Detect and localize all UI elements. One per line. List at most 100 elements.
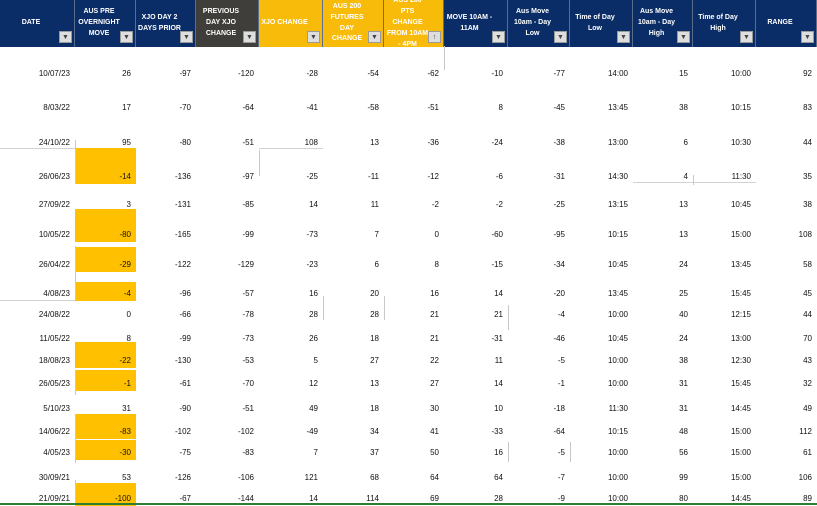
cell-range[interactable]: 106 [798,473,812,482]
cell-aus_move_high[interactable]: 6 [683,138,688,147]
cell-aus_pre[interactable]: -80 [119,230,131,239]
cell-tod_high[interactable]: 15:00 [730,473,751,482]
cell-tod_high[interactable]: 10:45 [730,200,751,209]
cell-xjo_change[interactable]: 108 [304,138,318,147]
cell-prev_day[interactable]: -70 [242,379,254,388]
cell-xjo_2d[interactable]: -80 [179,138,191,147]
cell-aus_move_high[interactable]: 25 [679,289,688,298]
cell-prev_day[interactable]: -53 [242,356,254,365]
cell-move_10_11[interactable]: -2 [495,200,503,209]
cell-move_10_11[interactable]: -31 [491,334,503,343]
cell-range[interactable]: 61 [803,448,812,457]
cell-aus200_pts[interactable]: 21 [430,310,439,319]
cell-xjo_change[interactable]: 12 [309,379,318,388]
cell-date[interactable]: 10/07/23 [38,69,70,78]
cell-xjo_2d[interactable]: -75 [179,448,191,457]
cell-tod_high[interactable]: 14:45 [730,404,751,413]
chevron-down-icon[interactable]: ▼ [617,31,630,43]
cell-aus_move_high[interactable]: 40 [679,310,688,319]
chevron-down-icon[interactable]: ▼ [307,31,320,43]
cell-tod_high[interactable]: 10:00 [730,69,751,78]
cell-aus_move_high[interactable]: 38 [679,356,688,365]
cell-date[interactable]: 18/08/23 [38,356,70,365]
cell-range[interactable]: 35 [803,172,812,181]
cell-tod_high[interactable]: 11:30 [731,172,751,181]
cell-xjo_change[interactable]: -23 [306,260,318,269]
cell-aus200_pts[interactable]: 41 [430,427,439,436]
chevron-down-icon[interactable]: ▼ [120,31,133,43]
cell-date[interactable]: 4/08/23 [43,289,70,298]
cell-xjo_2d[interactable]: -61 [179,379,191,388]
cell-move_10_11[interactable]: -15 [491,260,503,269]
cell-tod_high[interactable]: 15:45 [730,379,751,388]
cell-prev_day[interactable]: -85 [242,200,254,209]
cell-xjo_2d[interactable]: -136 [174,172,191,181]
cell-prev_day[interactable]: -51 [242,138,254,147]
cell-tod_low[interactable]: 10:15 [607,427,628,436]
cell-aus_move_high[interactable]: 13 [679,230,688,239]
cell-aus_pre[interactable]: -100 [114,494,131,503]
cell-aus200_pts[interactable]: -51 [427,103,439,112]
cell-move_10_11[interactable]: 28 [494,494,503,503]
cell-xjo_2d[interactable]: -67 [179,494,191,503]
cell-aus_move_low[interactable]: -34 [553,260,565,269]
cell-move_10_11[interactable]: 14 [494,379,503,388]
cell-aus200_fut[interactable]: 68 [370,473,379,482]
cell-aus_move_low[interactable]: -46 [553,334,565,343]
cell-aus200_pts[interactable]: 50 [430,448,439,457]
cell-tod_high[interactable]: 10:15 [730,103,751,112]
cell-move_10_11[interactable]: 21 [494,310,503,319]
cell-aus200_fut[interactable]: -58 [367,103,379,112]
cell-prev_day[interactable]: -64 [242,103,254,112]
cell-aus200_pts[interactable]: -36 [427,138,439,147]
cell-date[interactable]: 26/04/22 [38,260,70,269]
cell-move_10_11[interactable]: -60 [491,230,503,239]
cell-range[interactable]: 70 [803,334,812,343]
cell-xjo_2d[interactable]: -130 [174,356,191,365]
chevron-down-icon[interactable]: ▼ [368,31,381,43]
cell-aus200_fut[interactable]: 27 [370,356,379,365]
cell-aus_move_high[interactable]: 24 [679,334,688,343]
cell-aus_pre[interactable]: -22 [119,356,131,365]
cell-range[interactable]: 32 [803,379,812,388]
cell-move_10_11[interactable]: 11 [494,356,503,365]
cell-aus_move_low[interactable]: -7 [557,473,565,482]
cell-prev_day[interactable]: -120 [237,69,254,78]
cell-aus_pre[interactable]: -29 [119,260,131,269]
cell-range[interactable]: 112 [799,427,812,436]
cell-move_10_11[interactable]: 14 [494,289,503,298]
cell-prev_day[interactable]: -144 [237,494,254,503]
cell-date[interactable]: 11/05/22 [39,334,70,343]
cell-tod_low[interactable]: 14:00 [607,69,628,78]
cell-prev_day[interactable]: -57 [242,289,254,298]
cell-tod_high[interactable]: 15:00 [730,448,751,457]
cell-xjo_change[interactable]: -41 [306,103,318,112]
cell-aus200_fut[interactable]: 11 [370,200,379,209]
cell-tod_low[interactable]: 13:15 [607,200,628,209]
cell-tod_high[interactable]: 12:30 [730,356,751,365]
cell-range[interactable]: 44 [803,310,812,319]
cell-tod_low[interactable]: 10:00 [607,494,628,503]
cell-aus_move_high[interactable]: 48 [679,427,688,436]
cell-range[interactable]: 49 [803,404,812,413]
cell-tod_high[interactable]: 10:30 [730,138,751,147]
cell-aus_move_low[interactable]: -45 [553,103,565,112]
cell-aus_pre[interactable]: 26 [122,69,131,78]
cell-prev_day[interactable]: -102 [237,427,254,436]
cell-range[interactable]: 89 [803,494,812,503]
cell-xjo_change[interactable]: 5 [313,356,318,365]
cell-aus200_pts[interactable]: -2 [431,200,439,209]
cell-range[interactable]: 44 [803,138,812,147]
cell-tod_high[interactable]: 12:15 [730,310,751,319]
cell-prev_day[interactable]: -51 [242,404,254,413]
cell-tod_low[interactable]: 10:45 [607,260,628,269]
cell-xjo_2d[interactable]: -122 [174,260,191,269]
cell-date[interactable]: 4/05/23 [43,448,70,457]
cell-aus_move_high[interactable]: 13 [679,200,688,209]
cell-xjo_2d[interactable]: -102 [174,427,191,436]
cell-aus200_fut[interactable]: 28 [370,310,379,319]
chevron-down-icon[interactable]: ▼ [801,31,814,43]
cell-range[interactable]: 43 [803,356,812,365]
cell-aus_move_low[interactable]: -5 [557,356,565,365]
cell-xjo_2d[interactable]: -99 [179,334,191,343]
